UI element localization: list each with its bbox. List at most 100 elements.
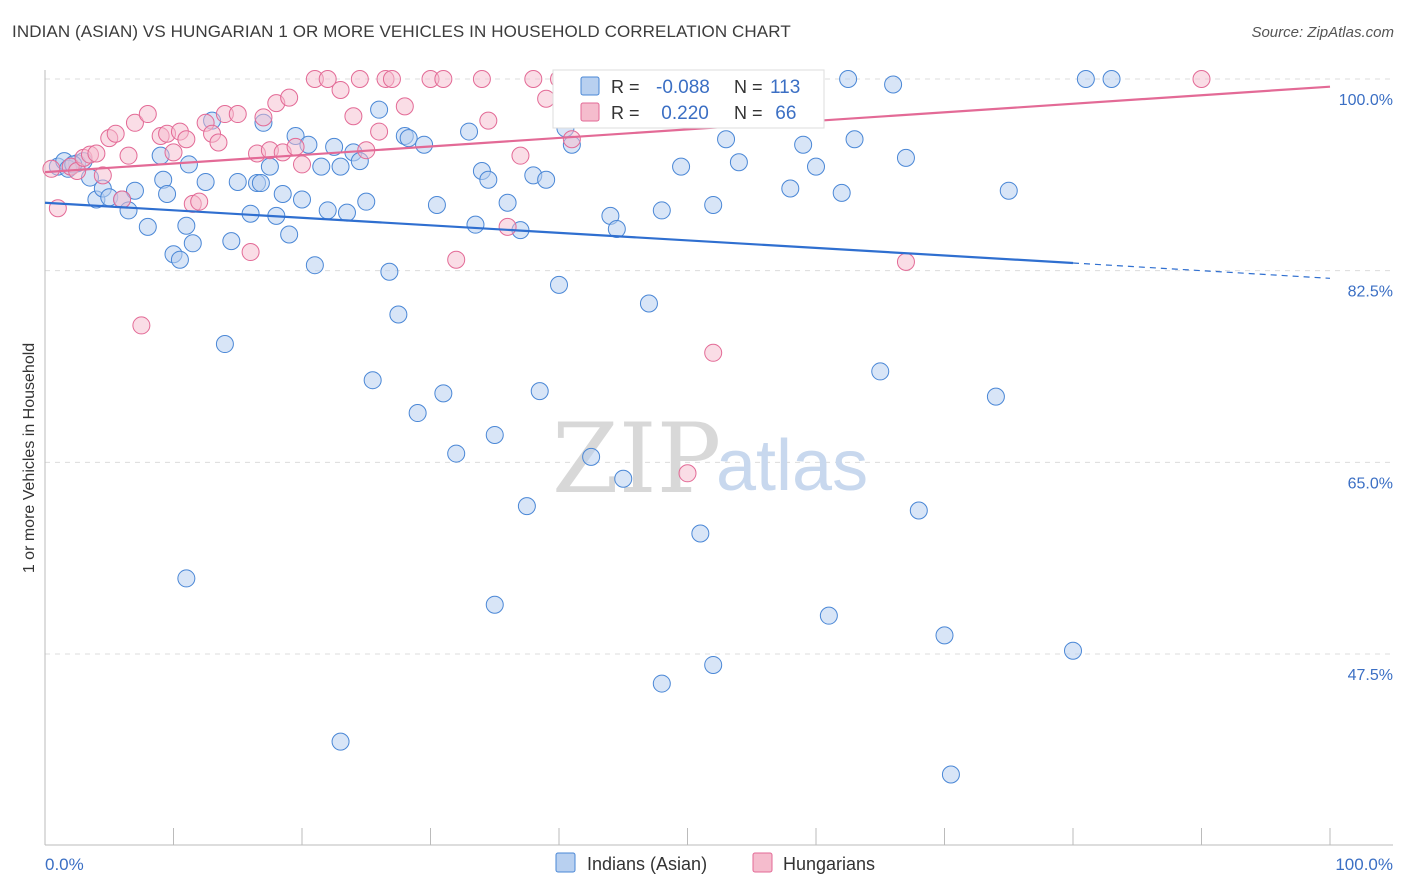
point-indians	[871, 362, 890, 381]
point-indians	[652, 674, 671, 693]
point-hungarians	[209, 133, 228, 152]
point-hungarians	[293, 155, 311, 174]
point-hungarians	[286, 137, 305, 156]
legend-swatch-blue	[580, 76, 600, 96]
point-indians	[1076, 70, 1095, 88]
point-hungarians	[190, 192, 209, 211]
point-indians	[183, 234, 202, 253]
point-indians	[807, 157, 825, 176]
chart-title: INDIAN (ASIAN) VS HUNGARIAN 1 OR MORE VE…	[12, 22, 791, 41]
correlation-legend: R = -0.088 N = 113 R = 0.220 N = 66	[552, 69, 825, 129]
point-hungarians	[678, 464, 697, 483]
point-hungarians	[1192, 70, 1211, 88]
point-indians	[447, 444, 466, 463]
point-indians	[380, 262, 399, 281]
legend-n-label-1: N =	[734, 77, 763, 97]
point-indians	[222, 232, 241, 251]
point-indians	[498, 193, 517, 212]
point-indians	[125, 181, 144, 200]
point-indians	[318, 201, 337, 220]
point-indians	[305, 256, 324, 275]
point-indians	[251, 174, 270, 193]
point-indians	[273, 185, 292, 203]
point-hungarians	[87, 144, 106, 163]
point-hungarians	[138, 105, 157, 124]
point-hungarians	[350, 70, 369, 88]
watermark: ZIP atlas	[552, 403, 868, 515]
point-indians	[280, 225, 299, 244]
y-tick-label: 65.0%	[1348, 475, 1393, 492]
axes	[44, 70, 1393, 846]
trend-lines	[44, 85, 1331, 279]
legend-n-value-2: 66	[770, 103, 796, 124]
point-hungarians	[280, 88, 299, 107]
point-indians	[260, 157, 279, 176]
trend-line-indians	[44, 201, 1074, 265]
point-indians	[177, 569, 196, 588]
legend-n-value-1: 113	[770, 77, 800, 98]
point-hungarians	[125, 113, 144, 132]
point-indians	[794, 135, 813, 154]
point-indians	[427, 195, 446, 214]
point-indians	[479, 170, 498, 189]
point-hungarians	[344, 107, 363, 126]
trend-line-hungarians	[44, 85, 1331, 174]
series-legend: Indians (Asian) Hungarians	[555, 852, 875, 874]
point-indians	[138, 217, 157, 236]
point-hungarians	[537, 89, 556, 108]
point-indians	[434, 384, 453, 403]
point-indians	[228, 172, 247, 191]
point-hungarians	[106, 124, 125, 143]
y-tick-label: 100.0%	[1339, 92, 1393, 109]
point-hungarians	[382, 70, 401, 88]
legend-bottom-label-hungarians[interactable]: Hungarians	[783, 854, 875, 874]
point-indians	[986, 387, 1005, 406]
y-axis-title: 1 or more Vehicles in Household	[21, 343, 38, 573]
point-hungarians	[479, 111, 498, 130]
point-indians	[179, 155, 198, 174]
x-tick-label-max: 100.0%	[1335, 855, 1393, 874]
point-indians	[485, 425, 504, 444]
point-indians	[1102, 70, 1121, 88]
legend-bottom-swatch-hungarians[interactable]	[752, 852, 773, 873]
point-indians	[941, 765, 960, 784]
point-hungarians	[228, 105, 247, 124]
point-indians	[537, 170, 556, 189]
legend-bottom-label-indians[interactable]: Indians (Asian)	[587, 854, 707, 874]
point-hungarians	[472, 70, 491, 88]
point-indians	[337, 203, 356, 222]
point-hungarians	[164, 143, 183, 162]
point-hungarians	[119, 146, 138, 165]
point-indians	[896, 148, 915, 167]
point-indians	[466, 215, 485, 234]
y-tick-label: 82.5%	[1348, 284, 1393, 301]
x-tick-labels: 0.0% 100.0%	[45, 855, 1393, 874]
point-indians	[485, 595, 504, 614]
legend-r-value-1: -0.088	[656, 77, 710, 98]
point-indians	[845, 130, 864, 149]
point-indians	[729, 153, 748, 172]
point-indians	[312, 157, 331, 176]
point-indians	[170, 250, 189, 269]
y-tick-label: 47.5%	[1348, 667, 1393, 684]
y-tick-labels: 100.0% 82.5% 65.0% 47.5%	[1339, 92, 1393, 684]
point-indians	[357, 192, 376, 211]
point-indians	[819, 606, 838, 625]
point-hungarians	[704, 343, 723, 362]
point-indians	[399, 129, 418, 148]
point-hungarians	[434, 70, 453, 88]
x-tick-label-min: 0.0%	[45, 855, 84, 874]
point-indians	[935, 626, 954, 645]
point-indians	[177, 216, 196, 235]
point-indians	[832, 183, 851, 202]
point-indians	[196, 172, 215, 191]
point-indians	[331, 732, 350, 751]
point-indians	[582, 447, 601, 466]
legend-bottom-swatch-indians[interactable]	[555, 852, 576, 873]
legend-n-label-2: N =	[734, 103, 763, 123]
point-hungarians	[498, 217, 517, 236]
point-hungarians	[395, 97, 414, 116]
x-ticks	[44, 828, 1331, 845]
point-indians	[408, 404, 427, 423]
